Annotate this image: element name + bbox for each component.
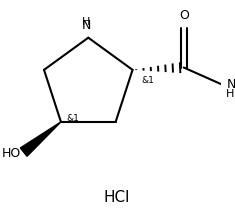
Text: H: H: [226, 89, 234, 99]
Text: &1: &1: [142, 76, 155, 85]
Text: N: N: [227, 78, 235, 91]
Text: &1: &1: [67, 114, 80, 123]
Text: H: H: [82, 17, 90, 27]
Text: N: N: [81, 19, 91, 32]
Text: HCl: HCl: [103, 190, 129, 205]
Text: O: O: [179, 9, 189, 22]
Text: HO: HO: [2, 147, 21, 160]
Polygon shape: [20, 122, 61, 156]
